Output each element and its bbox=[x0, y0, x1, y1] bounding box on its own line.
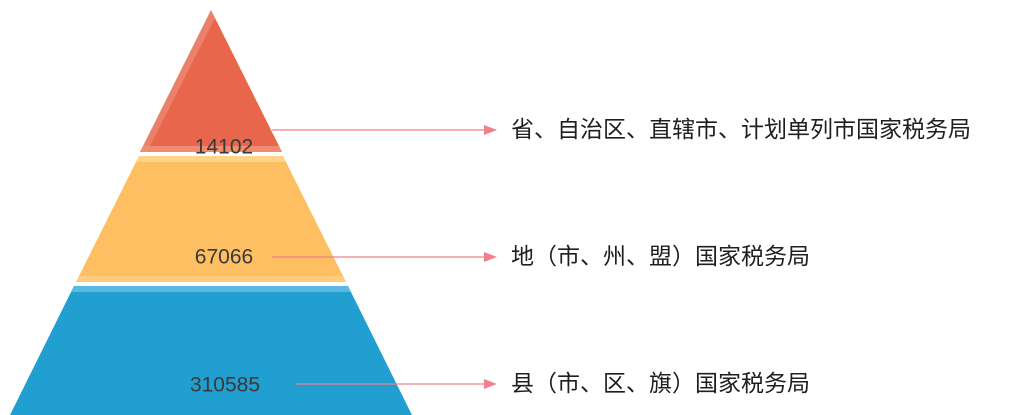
pyramid-tier-prefecture-bottom-band bbox=[76, 276, 346, 282]
arrow-county-head bbox=[484, 379, 497, 389]
pyramid-tier-prefecture-value: 67066 bbox=[195, 246, 253, 269]
pyramid-tier-prefecture-top-band bbox=[136, 156, 286, 162]
pyramid-tier-provincial-label: 省、自治区、直辖市、计划单列市国家税务局 bbox=[511, 117, 971, 143]
pyramid-tier-provincial-value: 14102 bbox=[195, 136, 253, 159]
arrow-prefecture bbox=[272, 252, 497, 262]
arrow-provincial-head bbox=[484, 125, 497, 135]
arrow-county bbox=[296, 379, 497, 389]
pyramid-tier-county-shape bbox=[10, 286, 412, 415]
pyramid-tier-county: 310585 bbox=[10, 286, 412, 415]
pyramid-tier-county-top-band bbox=[71, 286, 351, 292]
pyramid-tier-prefecture: 67066 bbox=[76, 156, 346, 282]
pyramid-tier-county-value: 310585 bbox=[190, 374, 260, 397]
arrow-provincial bbox=[272, 125, 497, 135]
pyramid-tier-prefecture-label: 地（市、州、盟）国家税务局 bbox=[511, 244, 810, 270]
pyramid-tier-provincial-bottom-band bbox=[140, 146, 282, 152]
pyramid-tier-prefecture-shape bbox=[76, 156, 346, 282]
arrow-prefecture-head bbox=[484, 252, 497, 262]
pyramid-tier-provincial-highlight bbox=[140, 10, 215, 152]
pyramid-tier-provincial-shape bbox=[140, 10, 282, 152]
pyramid-tier-provincial: 14102 bbox=[140, 10, 282, 159]
pyramid-tier-county-label: 县（市、区、旗）国家税务局 bbox=[511, 371, 810, 397]
